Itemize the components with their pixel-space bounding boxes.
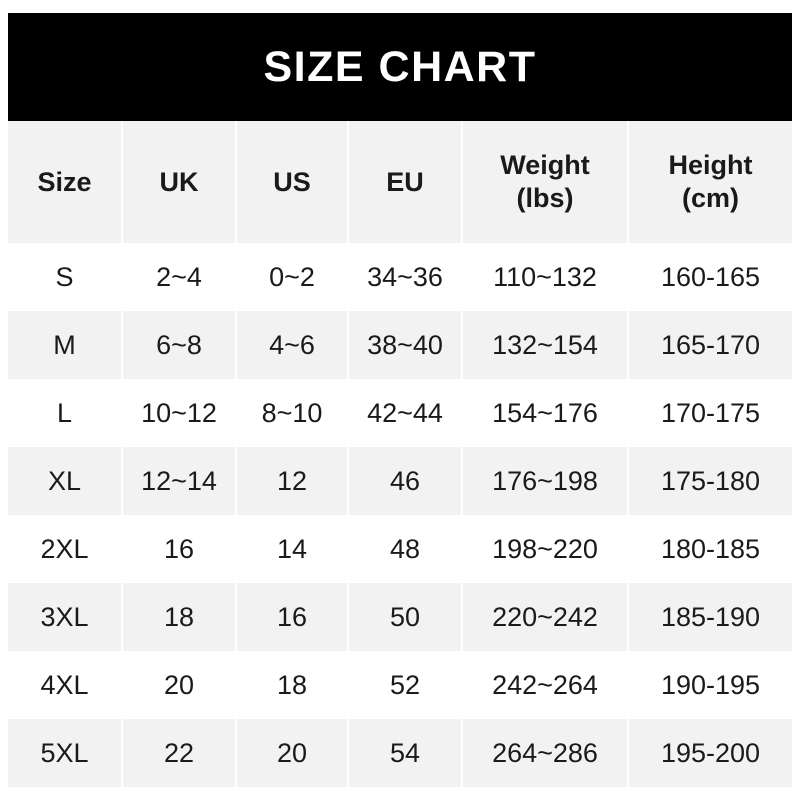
cell-uk: 20 [121, 651, 237, 719]
cell-uk: 2~4 [121, 243, 237, 311]
cell-eu: 46 [347, 447, 463, 515]
cell-weight: 264~286 [461, 719, 629, 787]
cell-uk: 16 [121, 515, 237, 583]
cell-us: 12 [235, 447, 349, 515]
cell-uk: 12~14 [121, 447, 237, 515]
table-row: S 2~4 0~2 34~36 110~132 160-165 [8, 243, 792, 311]
table-row: 5XL 22 20 54 264~286 195-200 [8, 719, 792, 787]
cell-us: 18 [235, 651, 349, 719]
cell-size: M [8, 311, 123, 379]
column-header-label: Size [37, 166, 92, 197]
table-header: Size UK US EU Weight (lbs) Height (cm) [8, 121, 792, 243]
cell-uk: 22 [121, 719, 237, 787]
cell-height: 165-170 [627, 311, 792, 379]
table-body: S 2~4 0~2 34~36 110~132 160-165 M 6~8 4~6 38~40 13… [8, 243, 792, 787]
column-header-label: US [273, 166, 311, 197]
cell-us: 16 [235, 583, 349, 651]
column-header-weight: Weight (lbs) [461, 121, 629, 243]
cell-us: 14 [235, 515, 349, 583]
table-row: 3XL 18 16 50 220~242 185-190 [8, 583, 792, 651]
cell-weight: 110~132 [461, 243, 629, 311]
column-header-uk: UK [121, 121, 237, 243]
column-header-label: Height [668, 150, 753, 181]
cell-weight: 176~198 [461, 447, 629, 515]
cell-weight: 220~242 [461, 583, 629, 651]
column-header-sublabel: (lbs) [516, 183, 574, 213]
cell-size: 2XL [8, 515, 123, 583]
size-chart: SIZE CHART Size UK US EU Weight (lbs) Height (c… [8, 13, 792, 787]
cell-height: 170-175 [627, 379, 792, 447]
table-row: M 6~8 4~6 38~40 132~154 165-170 [8, 311, 792, 379]
cell-size: XL [8, 447, 123, 515]
page-title: SIZE CHART [263, 42, 537, 91]
cell-eu: 42~44 [347, 379, 463, 447]
title-banner: SIZE CHART [8, 13, 792, 121]
header-row: Size UK US EU Weight (lbs) Height (cm) [8, 121, 792, 243]
size-chart-table: Size UK US EU Weight (lbs) Height (cm) S 2~4 0~2 3… [8, 121, 792, 787]
cell-weight: 132~154 [461, 311, 629, 379]
cell-size: S [8, 243, 123, 311]
cell-size: 5XL [8, 719, 123, 787]
cell-uk: 6~8 [121, 311, 237, 379]
column-header-label: UK [159, 166, 199, 197]
column-header-us: US [235, 121, 349, 243]
cell-uk: 10~12 [121, 379, 237, 447]
column-header-eu: EU [347, 121, 463, 243]
cell-eu: 52 [347, 651, 463, 719]
cell-eu: 48 [347, 515, 463, 583]
column-header-sublabel: (cm) [681, 183, 739, 213]
cell-eu: 38~40 [347, 311, 463, 379]
column-header-label: EU [386, 166, 424, 197]
cell-us: 4~6 [235, 311, 349, 379]
table-row: 2XL 16 14 48 198~220 180-185 [8, 515, 792, 583]
cell-height: 185-190 [627, 583, 792, 651]
cell-uk: 18 [121, 583, 237, 651]
cell-eu: 50 [347, 583, 463, 651]
cell-weight: 154~176 [461, 379, 629, 447]
cell-eu: 54 [347, 719, 463, 787]
cell-eu: 34~36 [347, 243, 463, 311]
cell-us: 8~10 [235, 379, 349, 447]
cell-size: L [8, 379, 123, 447]
cell-height: 160-165 [627, 243, 792, 311]
cell-us: 0~2 [235, 243, 349, 311]
column-header-size: Size [8, 121, 123, 243]
cell-height: 190-195 [627, 651, 792, 719]
cell-size: 3XL [8, 583, 123, 651]
cell-weight: 198~220 [461, 515, 629, 583]
cell-height: 195-200 [627, 719, 792, 787]
table-row: XL 12~14 12 46 176~198 175-180 [8, 447, 792, 515]
column-header-height: Height (cm) [627, 121, 792, 243]
cell-height: 180-185 [627, 515, 792, 583]
cell-weight: 242~264 [461, 651, 629, 719]
table-row: L 10~12 8~10 42~44 154~176 170-175 [8, 379, 792, 447]
cell-us: 20 [235, 719, 349, 787]
table-row: 4XL 20 18 52 242~264 190-195 [8, 651, 792, 719]
cell-size: 4XL [8, 651, 123, 719]
cell-height: 175-180 [627, 447, 792, 515]
column-header-label: Weight [500, 150, 590, 181]
